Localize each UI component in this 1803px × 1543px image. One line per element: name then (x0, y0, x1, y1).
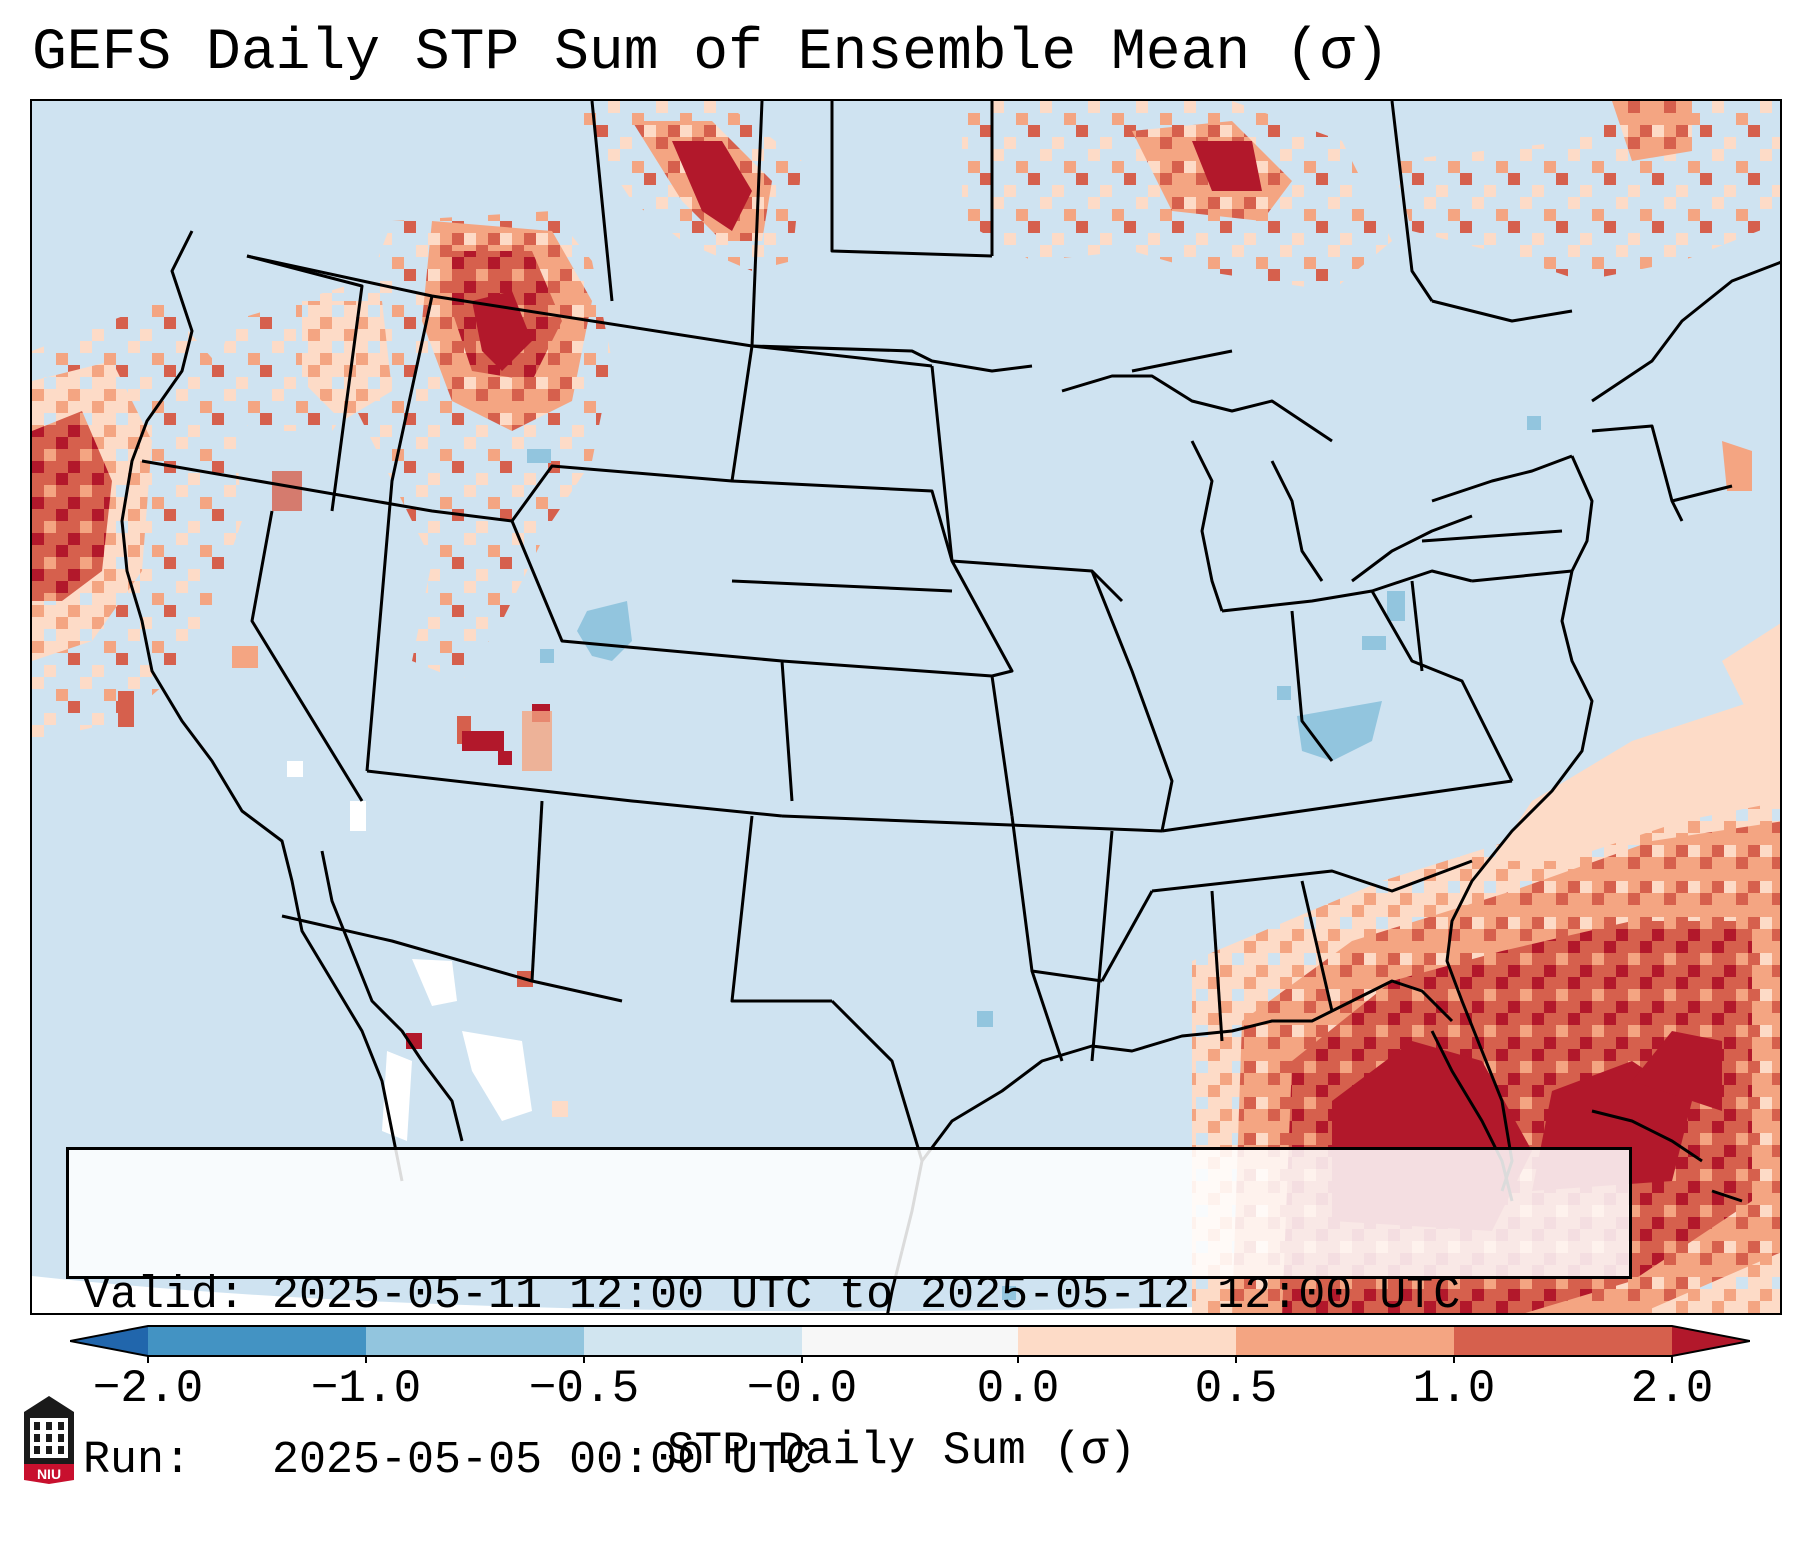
negative-stp-cells (527, 416, 1541, 1300)
colorbar (70, 1325, 1750, 1363)
colorbar-tick-label: −0.0 (746, 1363, 858, 1415)
colorbar-bin-0-05 (1018, 1326, 1236, 1356)
run-time-text: Run: 2025-05-05 00:00 UTC (83, 1435, 813, 1486)
colorbar-tick-label: −1.0 (310, 1363, 422, 1415)
colorbar-label: STP Daily Sum (σ) (666, 1425, 1137, 1477)
valid-time-text: Valid: 2025-05-11 12:00 UTC to 2025-05-1… (83, 1270, 1461, 1321)
colorbar-bin-minus2-minus1 (148, 1326, 366, 1356)
chart-title: GEFS Daily STP Sum of Ensemble Mean (σ) (32, 21, 1390, 86)
niu-logo-text: NIU (36, 1466, 62, 1482)
colorbar-extend-low (70, 1326, 148, 1356)
colorbar-bin-minus1-minus05 (366, 1326, 584, 1356)
western-scattered-cells (118, 471, 568, 1117)
colorbar-tick-label: −0.5 (528, 1363, 640, 1415)
pacific-coast-stp-field (32, 281, 392, 741)
colorbar-ticks (147, 1356, 1673, 1363)
colorbar-bin-0-0 (802, 1326, 1018, 1356)
colorbar-bin-1-2 (1454, 1326, 1672, 1356)
colorbar-tick-label: 1.0 (1412, 1363, 1496, 1415)
colorbar-bin-05-1 (1236, 1326, 1454, 1356)
colorbar-tick-label: −2.0 (92, 1363, 204, 1415)
colorbar-tick-label: 2.0 (1630, 1363, 1714, 1415)
map-panel (30, 99, 1782, 1315)
colorbar-tick-label: 0.5 (1194, 1363, 1278, 1415)
political-boundaries (120, 101, 1780, 1313)
canada-stp-field (962, 101, 1780, 491)
valid-run-info-box: Valid: 2025-05-11 12:00 UTC to 2025-05-1… (66, 1147, 1632, 1486)
niu-logo-icon (24, 1396, 74, 1484)
northern-rockies-stp-field (352, 101, 802, 681)
colorbar-tick-label: 0.0 (976, 1363, 1060, 1415)
stp-map (32, 101, 1780, 1313)
colorbar-bin-minus05-0 (584, 1326, 802, 1356)
colorbar-extend-high (1672, 1326, 1750, 1356)
